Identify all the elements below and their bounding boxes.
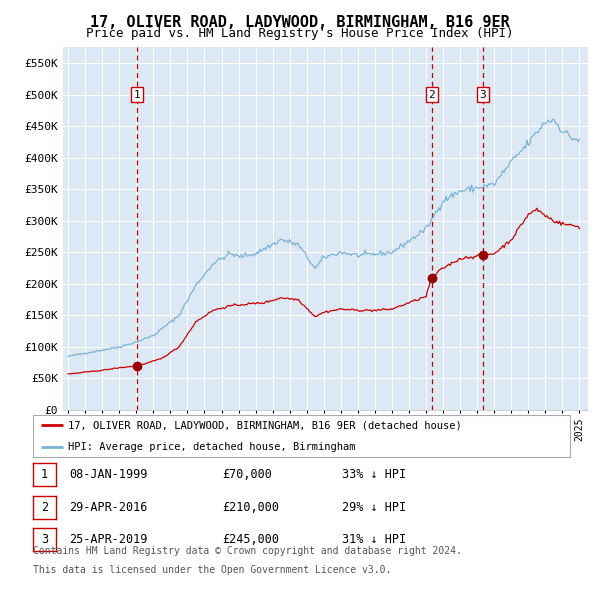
Text: Price paid vs. HM Land Registry's House Price Index (HPI): Price paid vs. HM Land Registry's House … bbox=[86, 27, 514, 40]
Text: 31% ↓ HPI: 31% ↓ HPI bbox=[342, 533, 406, 546]
Text: 25-APR-2019: 25-APR-2019 bbox=[69, 533, 148, 546]
Text: 29% ↓ HPI: 29% ↓ HPI bbox=[342, 500, 406, 514]
Text: 08-JAN-1999: 08-JAN-1999 bbox=[69, 468, 148, 481]
Text: 17, OLIVER ROAD, LADYWOOD, BIRMINGHAM, B16 9ER: 17, OLIVER ROAD, LADYWOOD, BIRMINGHAM, B… bbox=[90, 15, 510, 30]
Text: 3: 3 bbox=[479, 90, 486, 100]
Text: 33% ↓ HPI: 33% ↓ HPI bbox=[342, 468, 406, 481]
Text: 3: 3 bbox=[41, 533, 48, 546]
Text: 2: 2 bbox=[41, 500, 48, 514]
Text: Contains HM Land Registry data © Crown copyright and database right 2024.: Contains HM Land Registry data © Crown c… bbox=[33, 546, 462, 556]
Text: 1: 1 bbox=[133, 90, 140, 100]
Text: 17, OLIVER ROAD, LADYWOOD, BIRMINGHAM, B16 9ER (detached house): 17, OLIVER ROAD, LADYWOOD, BIRMINGHAM, B… bbox=[68, 421, 461, 430]
Text: 2: 2 bbox=[428, 90, 435, 100]
Text: This data is licensed under the Open Government Licence v3.0.: This data is licensed under the Open Gov… bbox=[33, 565, 391, 575]
Text: £210,000: £210,000 bbox=[222, 500, 279, 514]
Text: £70,000: £70,000 bbox=[222, 468, 272, 481]
Text: 1: 1 bbox=[41, 468, 48, 481]
Text: HPI: Average price, detached house, Birmingham: HPI: Average price, detached house, Birm… bbox=[68, 442, 355, 451]
Text: £245,000: £245,000 bbox=[222, 533, 279, 546]
Text: 29-APR-2016: 29-APR-2016 bbox=[69, 500, 148, 514]
